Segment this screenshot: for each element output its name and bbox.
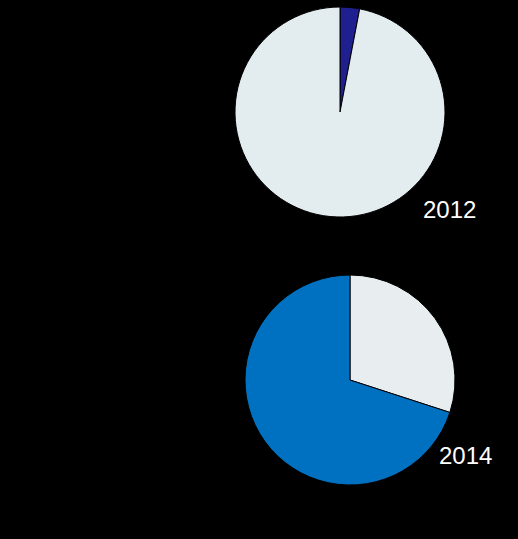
svg-text:2012: 2012 xyxy=(423,196,476,223)
svg-text:2014: 2014 xyxy=(439,442,492,469)
